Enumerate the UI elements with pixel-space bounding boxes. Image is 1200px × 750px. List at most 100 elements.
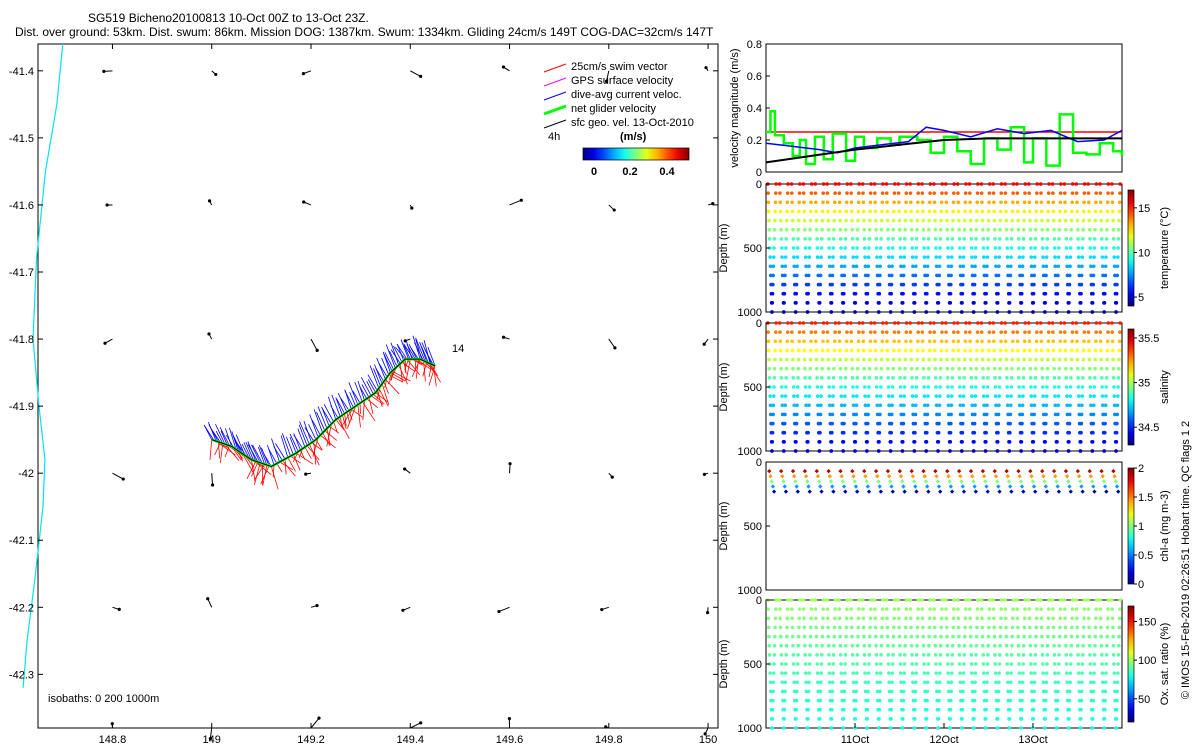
temperature-point [1009, 237, 1014, 241]
oxygen-point [827, 671, 832, 675]
oxygen-point [821, 598, 826, 602]
salinity-point [1046, 348, 1050, 353]
salinity-point [831, 385, 836, 389]
salinity-point [766, 348, 771, 353]
temperature-point [928, 191, 932, 195]
salinity-point [771, 403, 776, 408]
chla-point [769, 479, 774, 484]
oxygen-point [819, 653, 824, 657]
oxygen-point [981, 653, 985, 657]
salinity-point [785, 330, 790, 334]
chla-point [862, 469, 867, 474]
temperature-point [1015, 182, 1019, 186]
temperature-point [791, 246, 796, 250]
salinity-point [1079, 430, 1083, 435]
oxygen-point [877, 717, 881, 721]
oxygen-point [1005, 653, 1009, 657]
temperature-point [1114, 291, 1119, 296]
dac-vector [415, 339, 423, 361]
geo-vector-head [401, 608, 405, 612]
oxygen-point [1103, 680, 1108, 685]
oxygen-point [839, 671, 844, 675]
salinity-point [901, 412, 906, 417]
oxygen-point [899, 680, 903, 685]
salinity-point [832, 357, 837, 362]
temperature-point [973, 273, 977, 278]
salinity-point [897, 339, 901, 344]
temperature-point [832, 218, 837, 223]
oxygen-point [949, 671, 954, 675]
temperature-point [980, 209, 985, 214]
map-ytick-label: -42 [18, 468, 34, 480]
oxygen-point [975, 625, 979, 630]
salinity-point [880, 339, 885, 344]
oxygen-point [901, 689, 906, 694]
salinity-point [944, 330, 948, 334]
salinity-point [1022, 357, 1026, 362]
temperature-point [809, 200, 813, 205]
oxygen-point [1011, 607, 1015, 611]
oxygen-point [892, 616, 896, 621]
oxygen-point [790, 616, 794, 621]
salinity-point [1099, 366, 1104, 371]
oxygen-point [806, 717, 810, 721]
oxygen-point [901, 698, 906, 703]
dac-vector [297, 428, 306, 448]
temperature-point [794, 301, 798, 305]
temperature-point [818, 291, 822, 296]
salinity-point [826, 366, 831, 371]
oxygen-point [782, 726, 786, 730]
temperature-point [885, 200, 889, 205]
oxygen-point [933, 634, 937, 639]
salinity-point [1065, 394, 1069, 398]
salinity-point [939, 357, 943, 362]
temperature-point [1111, 237, 1116, 241]
chla-ytick-label: 1000 [738, 585, 762, 597]
oxygen-point [1074, 607, 1079, 611]
temperature-point [1091, 291, 1095, 296]
dac-vector [403, 345, 411, 360]
oxygen-point [795, 689, 799, 694]
salinity-point [956, 339, 961, 344]
salinity-point [1016, 376, 1021, 380]
temperature-point [903, 209, 908, 214]
oxygen-point [969, 643, 973, 648]
oxygen-point [944, 607, 948, 611]
salinity-point [915, 348, 920, 353]
temperature-point [986, 227, 991, 232]
oxygen-point [832, 643, 836, 648]
salinity-point [889, 412, 894, 417]
swim-vector [276, 463, 283, 473]
temperature-point [897, 200, 901, 205]
temperature-point [1103, 282, 1107, 287]
chla-point [1021, 489, 1026, 494]
oxygen-point [915, 634, 920, 639]
temperature-point [1115, 273, 1120, 278]
salinity-point [903, 348, 908, 353]
salinity-point [825, 339, 830, 344]
salinity-point [933, 348, 937, 353]
salinity-point [896, 330, 901, 334]
temperature-point [841, 291, 846, 296]
salinity-point [1029, 403, 1034, 408]
salinity-point [805, 449, 810, 453]
salinity-point [986, 348, 991, 353]
salinity-point [873, 339, 877, 344]
temperature-point [973, 264, 977, 269]
temperature-ylabel: Depth (m) [718, 224, 730, 273]
chla-point [838, 469, 843, 474]
salinity-point [844, 339, 849, 344]
temperature-point [1029, 246, 1033, 250]
oxygen-point [867, 653, 872, 657]
legend-swim-arrow [543, 63, 567, 73]
temperature-point [1021, 237, 1026, 241]
salinity-point [961, 403, 966, 408]
temperature-point [1105, 200, 1110, 205]
temperature-point [766, 200, 771, 205]
salinity-point [1005, 394, 1010, 398]
salinity-point [900, 449, 905, 453]
temperature-point [1064, 227, 1068, 232]
chla-point [1091, 484, 1096, 489]
oxygen-point [1022, 616, 1027, 621]
oxygen-point [1031, 717, 1036, 721]
